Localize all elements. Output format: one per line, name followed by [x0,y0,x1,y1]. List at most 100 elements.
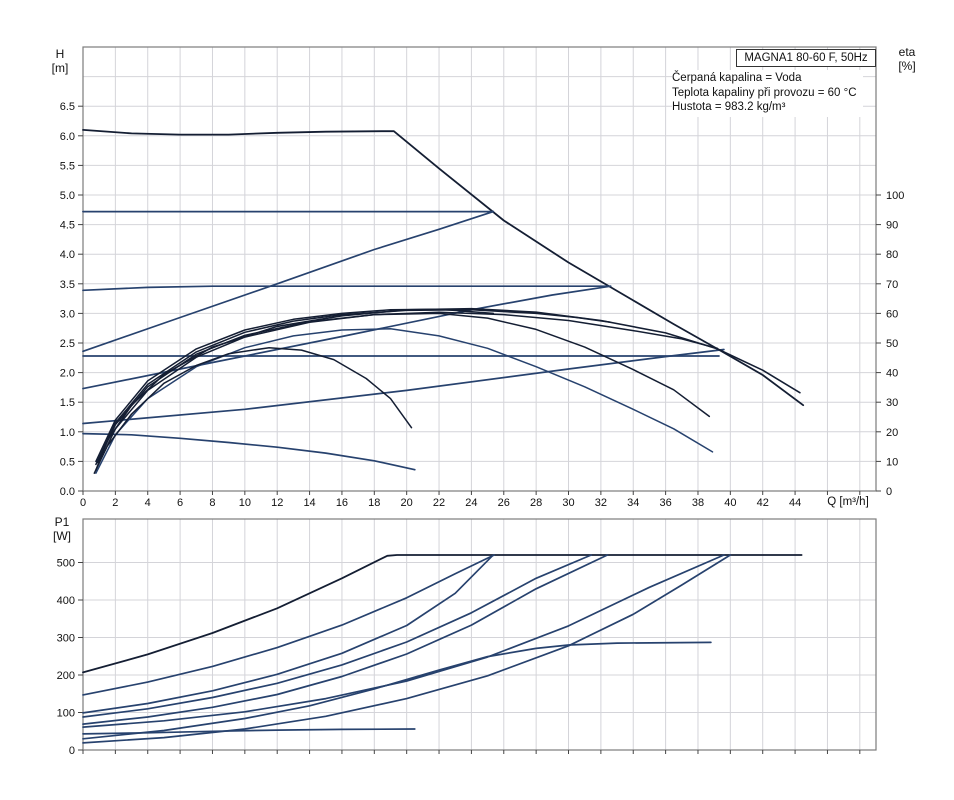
tick-label: 1.5 [60,397,75,409]
axis-ticks: 0 100 200 300 400 500 [57,558,861,757]
tick-label: 100 [886,190,904,202]
axis-ticks: 0 2 4 6 8 10 12 14 16 18 20 22 24 26 28 30 32 34 36 38 40 42 4… [60,101,905,509]
tick-label: 28 [530,497,542,509]
series-eta-curve-5 [95,308,495,463]
tick-label: 42 [757,497,769,509]
tick-label: 5.0 [60,190,75,202]
tick-label: 0 [886,486,892,498]
plot-frame [82,518,877,751]
tick-label: 0 [80,497,86,509]
tick-label: 400 [57,595,75,607]
series-p1-const-pressure-3.5 [82,554,593,718]
h-axis-unit: [m] [51,61,69,75]
tick-label: 32 [595,497,607,509]
p1-axis-unit: [W] [53,529,71,543]
curves [82,554,803,744]
tick-label: 500 [57,558,75,570]
tick-label: 4 [145,497,151,509]
tick-label: 1.0 [60,427,75,439]
tick-label: 38 [692,497,704,509]
tick-label: 10 [239,497,251,509]
tick-label: 6.0 [60,131,75,143]
tick-label: 40 [724,497,736,509]
tick-label: 8 [209,497,215,509]
tick-label: 2.5 [60,338,75,350]
tick-label: 0 [69,745,75,757]
h-axis-label: H [m] [44,47,76,75]
tick-label: 90 [886,220,898,232]
series-eta-max-speed [95,307,801,472]
tick-label: 20 [401,497,413,509]
series-p1-prop-pressure-4.7 [82,554,494,714]
series-eta-curve-4 [95,328,714,474]
tick-label: 80 [886,249,898,261]
tick-label: 3.0 [60,308,75,320]
liquid-info-block: Čerpaná kapalina = Voda Teplota kapaliny… [672,70,863,117]
p1-plot: 0 100 200 300 400 500 [57,518,877,757]
series-prop-pressure-4.7 [82,210,495,353]
curves [82,128,805,474]
tick-label: 34 [627,497,639,509]
tick-label: 30 [562,497,574,509]
tick-label: 2 [112,497,118,509]
tick-label: 10 [886,456,898,468]
tick-label: 3.5 [60,279,75,291]
series-prop-pressure-2.3 [82,348,725,425]
info-temperature: Teplota kapaliny při provozu = 60 °C [672,86,857,99]
eta-axis-unit: [%] [898,59,916,73]
tick-label: 60 [886,308,898,320]
series-const-pressure-3.5 [82,285,612,292]
series-eta-curve-3 [96,312,711,464]
tick-label: 30 [886,397,898,409]
series-p1-mid-curve [82,641,712,740]
eta-axis-symbol: eta [898,45,916,59]
tick-label: 26 [498,497,510,509]
series-prop-pressure-3.5 [82,285,612,390]
tick-label: 4.0 [60,249,75,261]
info-liquid: Čerpaná kapalina = Voda [672,72,802,84]
tick-label: 0.5 [60,456,75,468]
series-p1-const-pressure-2.3 [82,554,725,728]
tick-label: 50 [886,338,898,350]
tick-label: 44 [789,497,801,509]
tick-label: 14 [303,497,315,509]
series-eta-min-speed [93,346,413,474]
tick-label: 16 [336,497,348,509]
p1-axis-label: P1 [W] [46,515,78,543]
q-axis-label: Q [m³/h] [827,496,869,508]
tick-label: 22 [433,497,445,509]
series-eta-curve-6 [95,309,612,466]
tick-label: 0.0 [60,486,75,498]
tick-label: 2.0 [60,368,75,380]
series-p1-const-pressure-4.7 [82,554,495,696]
gridlines [83,519,876,750]
h-axis-symbol: H [55,47,65,61]
series-p1-prop-pressure-3.5 [82,554,609,725]
plot-frame [82,46,877,492]
tick-label: 300 [57,633,75,645]
tick-label: 5.5 [60,160,75,172]
series-qh-min-speed [82,432,416,471]
eta-axis-label: eta [%] [888,45,926,73]
tick-label: 6 [177,497,183,509]
tick-label: 200 [57,670,75,682]
tick-label: 100 [57,708,75,720]
series-qh-max-speed [82,128,805,407]
series-eta-curve-2 [96,311,719,467]
series-p1-max-speed [82,554,803,674]
info-density: Hustota = 983.2 kg/m³ [672,101,786,113]
tick-label: 6.5 [60,101,75,113]
tick-label: 18 [368,497,380,509]
series-p1-prop-pressure-2.3 [82,554,732,744]
p1-axis-symbol: P1 [54,515,70,529]
tick-label: 36 [659,497,671,509]
tick-label: 70 [886,279,898,291]
tick-label: 20 [886,427,898,439]
tick-label: 12 [271,497,283,509]
series-p1-min-speed [82,728,416,735]
tick-label: 4.5 [60,220,75,232]
tick-label: 24 [465,497,477,509]
tick-label: 40 [886,368,898,380]
